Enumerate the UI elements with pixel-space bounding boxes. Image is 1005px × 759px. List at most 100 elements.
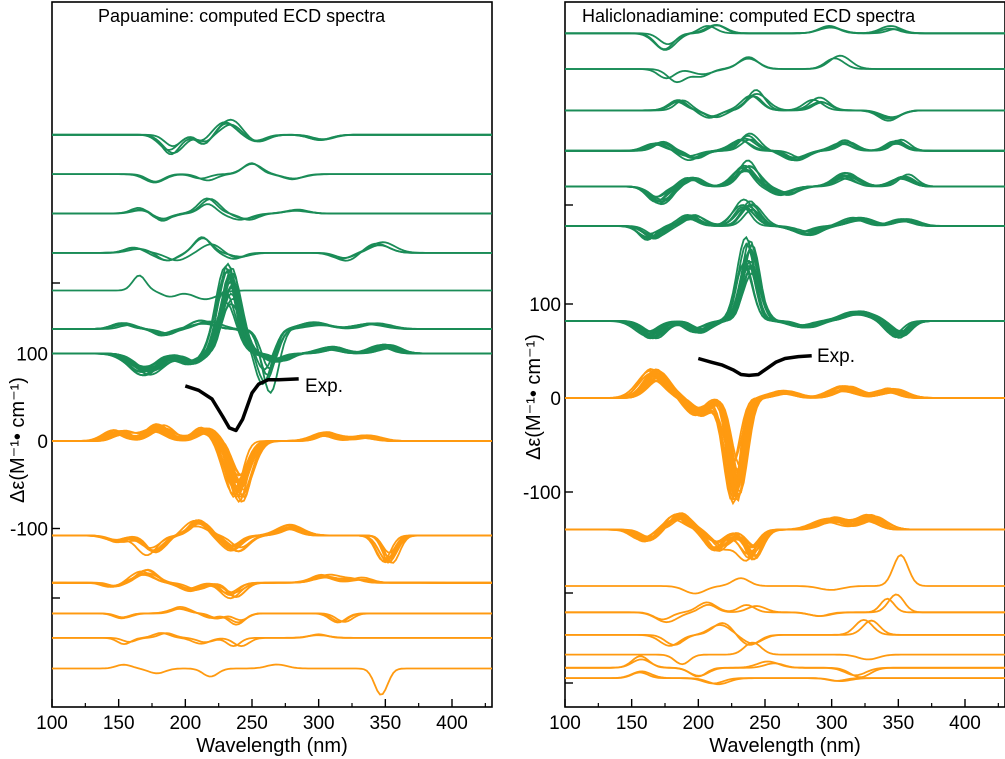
spectrum-line [52,428,492,484]
spectrum-group-orange [565,593,1005,624]
spectrum-line [565,372,1005,470]
spectrum-line [565,203,1005,237]
spectrum-group-green [565,23,1005,51]
spectrum-line [565,159,1005,206]
spectrum-line [565,593,1005,624]
experimental-label: Exp. [305,376,343,397]
spectrum-group-orange [565,670,1005,686]
spectrum-line [52,427,492,489]
y-tick-label: 0 [550,389,561,410]
spectrum-line [565,89,1005,118]
x-axis-label: Wavelength (nm) [709,735,861,757]
spectrum-line [52,322,492,377]
spectrum-line [565,92,1005,122]
spectrum-line [565,23,1005,51]
y-axis-label: Δε(M⁻¹• cm⁻¹) [7,377,29,503]
spectrum-line [565,272,1005,340]
spectrum-group-green [52,197,492,222]
spectrum-line [565,207,1005,235]
spectrum-group-green [565,89,1005,122]
spectrum-line [565,671,1005,685]
spectrum-group-green [565,235,1005,340]
spectrum-line [565,515,1005,562]
y-axis-label: Δε(M⁻¹• cm⁻¹) [523,334,545,460]
spectrum-line [565,243,1005,338]
x-tick-label: 100 [549,713,581,734]
spectrum-line [565,658,1005,678]
spectrum-line [52,197,492,222]
spectrum-line [565,513,1005,561]
spectrum-group-green [52,236,492,262]
spectrum-line [565,514,1005,561]
spectrum-line [52,573,492,595]
spectrum-line [565,204,1005,239]
experimental-label: Exp. [817,346,855,367]
plot-frame [564,1,1005,708]
x-tick-label: 150 [103,713,135,734]
spectrum-group-green [565,198,1005,241]
spectrum-group-orange [565,553,1005,595]
spectrum-group-orange [565,512,1005,562]
spectrum-line [52,162,492,184]
spectrum-line [565,619,1005,647]
spectrum-line [52,427,492,491]
spectrum-group-green [565,132,1005,162]
spectrum-line [565,200,1005,240]
spectrum-line [52,429,492,484]
spectrum-group-green [565,54,1005,84]
experimental-spectrum-line [697,353,812,378]
spectrum-line [565,205,1005,239]
spectrum-line [52,632,492,648]
spectrum-group-green [565,159,1005,206]
x-tick-label: 250 [236,713,268,734]
spectrum-line [565,56,1005,80]
spectrum-line [52,427,492,496]
spectrum-line [52,427,492,496]
spectrum-line [52,632,492,648]
x-tick-label: 300 [303,713,335,734]
y-tick-label: 100 [16,345,48,366]
spectrum-group-green [52,274,492,301]
experimental-spectrum-line [184,377,299,433]
spectrum-group-orange [52,663,492,696]
spectrum-group-orange [565,655,1005,679]
y-tick-label: -100 [10,520,48,541]
spectrum-line [565,553,1005,595]
chart-title: Papuamine: computed ECD spectra [98,6,386,26]
spectrum-line [52,301,492,374]
spectrum-line [565,597,1005,621]
spectrum-line [52,607,492,624]
spectrum-group-green [52,162,492,184]
x-tick-label: 200 [169,713,201,734]
spectrum-line [565,512,1005,557]
spectrum-group-orange [52,632,492,648]
spectrum-line [52,519,492,564]
spectrum-line [565,95,1005,120]
x-axis-label: Wavelength (nm) [196,735,348,757]
spectrum-line [52,429,492,477]
spectrum-line [52,522,492,564]
spectrum-line [52,426,492,499]
spectrum-line [52,428,492,482]
spectrum-line [52,198,492,220]
spectrum-line [52,519,492,559]
spectrum-line [52,427,492,484]
x-tick-label: 300 [816,713,848,734]
spectrum-line [565,513,1005,560]
spectrum-line [565,368,1005,497]
spectrum-line [565,205,1005,240]
spectrum-line [52,237,492,262]
x-tick-label: 350 [882,713,914,734]
spectrum-group-green [52,118,492,156]
spectrum-line [52,162,492,183]
spectrum-line [52,428,492,498]
x-tick-label: 150 [616,713,648,734]
spectrum-line [565,206,1005,240]
x-tick-label: 400 [949,713,981,734]
spectrum-line [565,372,1005,466]
spectrum-line [565,368,1005,489]
spectrum-line [52,426,492,499]
spectrum-line [565,24,1005,46]
x-tick-label: 250 [749,713,781,734]
